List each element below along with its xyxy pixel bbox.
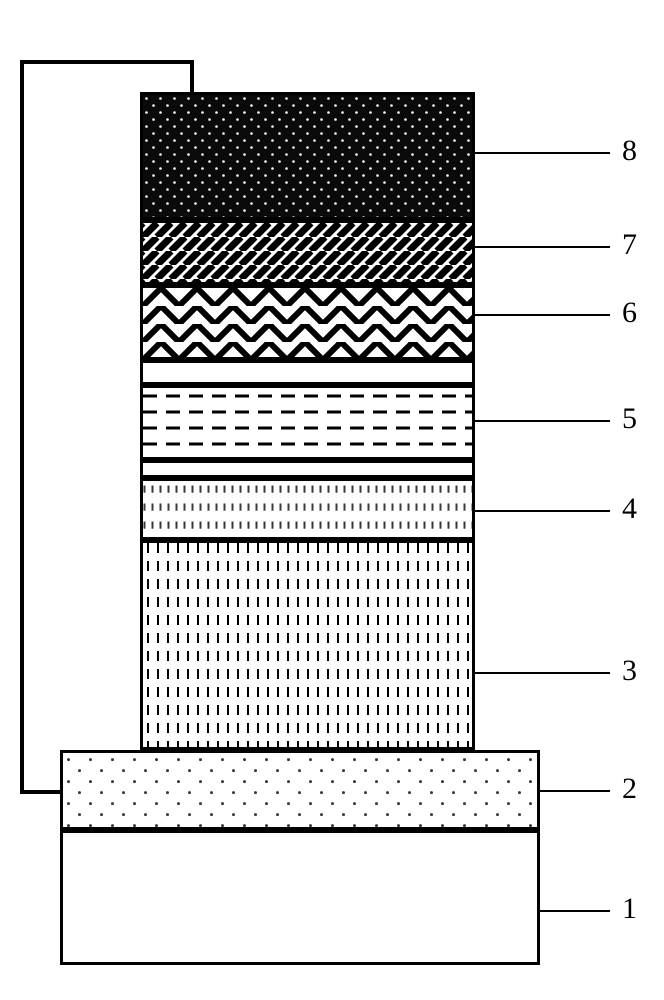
leader-3 — [475, 672, 610, 674]
layer-8 — [140, 92, 475, 220]
label-4: 4 — [622, 492, 637, 526]
layer-gap65 — [140, 360, 475, 385]
label-5: 5 — [622, 402, 637, 436]
label-1: 1 — [622, 892, 637, 926]
layer-4 — [140, 478, 475, 540]
label-8: 8 — [622, 134, 637, 168]
leader-5 — [475, 420, 610, 422]
label-6: 6 — [622, 296, 637, 330]
layer-7 — [140, 220, 475, 285]
label-2: 2 — [622, 772, 637, 806]
leader-2 — [540, 790, 610, 792]
layer-6 — [140, 285, 475, 360]
bracket-spine — [20, 60, 24, 790]
leader-1 — [540, 910, 610, 912]
leader-8 — [475, 152, 610, 154]
layer-3 — [140, 540, 475, 750]
leader-4 — [475, 510, 610, 512]
label-3: 3 — [622, 654, 637, 688]
bracket-top-drop — [190, 60, 194, 92]
bracket-top — [20, 60, 190, 64]
layer-5 — [140, 385, 475, 460]
bracket-bottom — [20, 790, 60, 794]
label-7: 7 — [622, 228, 637, 262]
layer-gap54 — [140, 460, 475, 478]
leader-6 — [475, 314, 610, 316]
layer-1 — [60, 830, 540, 965]
layer-2 — [60, 750, 540, 830]
leader-7 — [475, 246, 610, 248]
